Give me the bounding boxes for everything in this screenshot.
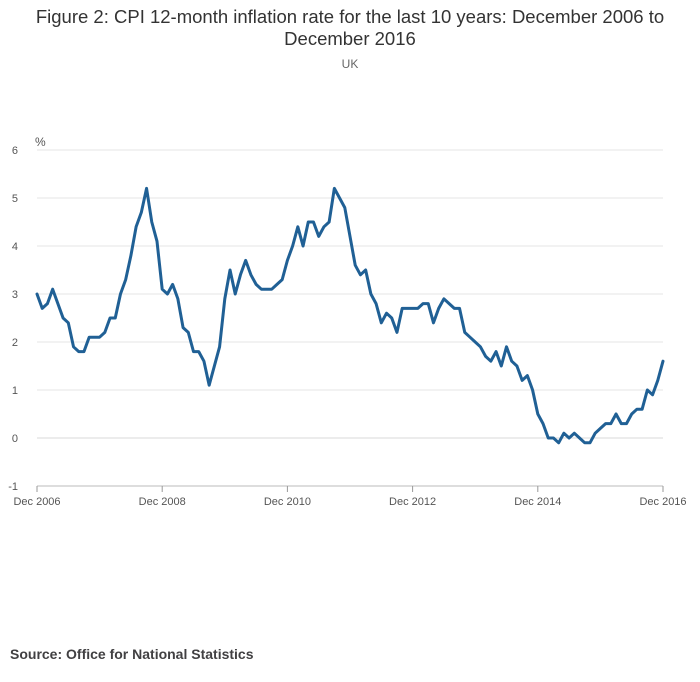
x-tick-label-5: Dec 2016 [639,496,686,508]
x-tick-label-1: Dec 2008 [139,496,186,508]
series-layer [35,186,665,445]
axes [36,485,664,492]
y-tick-label-2: 2 [12,337,18,349]
chart-subtitle: UK [341,57,359,71]
x-tick-label-4: Dec 2014 [514,496,561,508]
series-line-0 [35,186,665,445]
x-tick-label-0: Dec 2006 [13,496,60,508]
y-tick-label-1: 1 [12,385,18,397]
y-tick-label-4: 4 [12,241,18,253]
y-tick-label-0: 0 [12,433,18,445]
y-tick-label--1: -1 [8,481,18,493]
y-tick-label-3: 3 [12,289,18,301]
y-tick-label-5: 5 [12,193,18,205]
chart-title: Figure 2: CPI 12-month inflation rate fo… [35,6,665,49]
x-tick-label-3: Dec 2012 [389,496,436,508]
source-note: Source: Office for National Statistics [10,646,254,662]
grid-lines [37,149,663,439]
x-tick-label-2: Dec 2010 [264,496,311,508]
y-tick-label-6: 6 [12,145,18,157]
tick-labels: -1 0 1 2 3 4 5 6% Dec 2006 Dec 2008 Dec 2010 Dec 20… [8,135,686,508]
y-axis-unit-label: % [35,135,46,149]
